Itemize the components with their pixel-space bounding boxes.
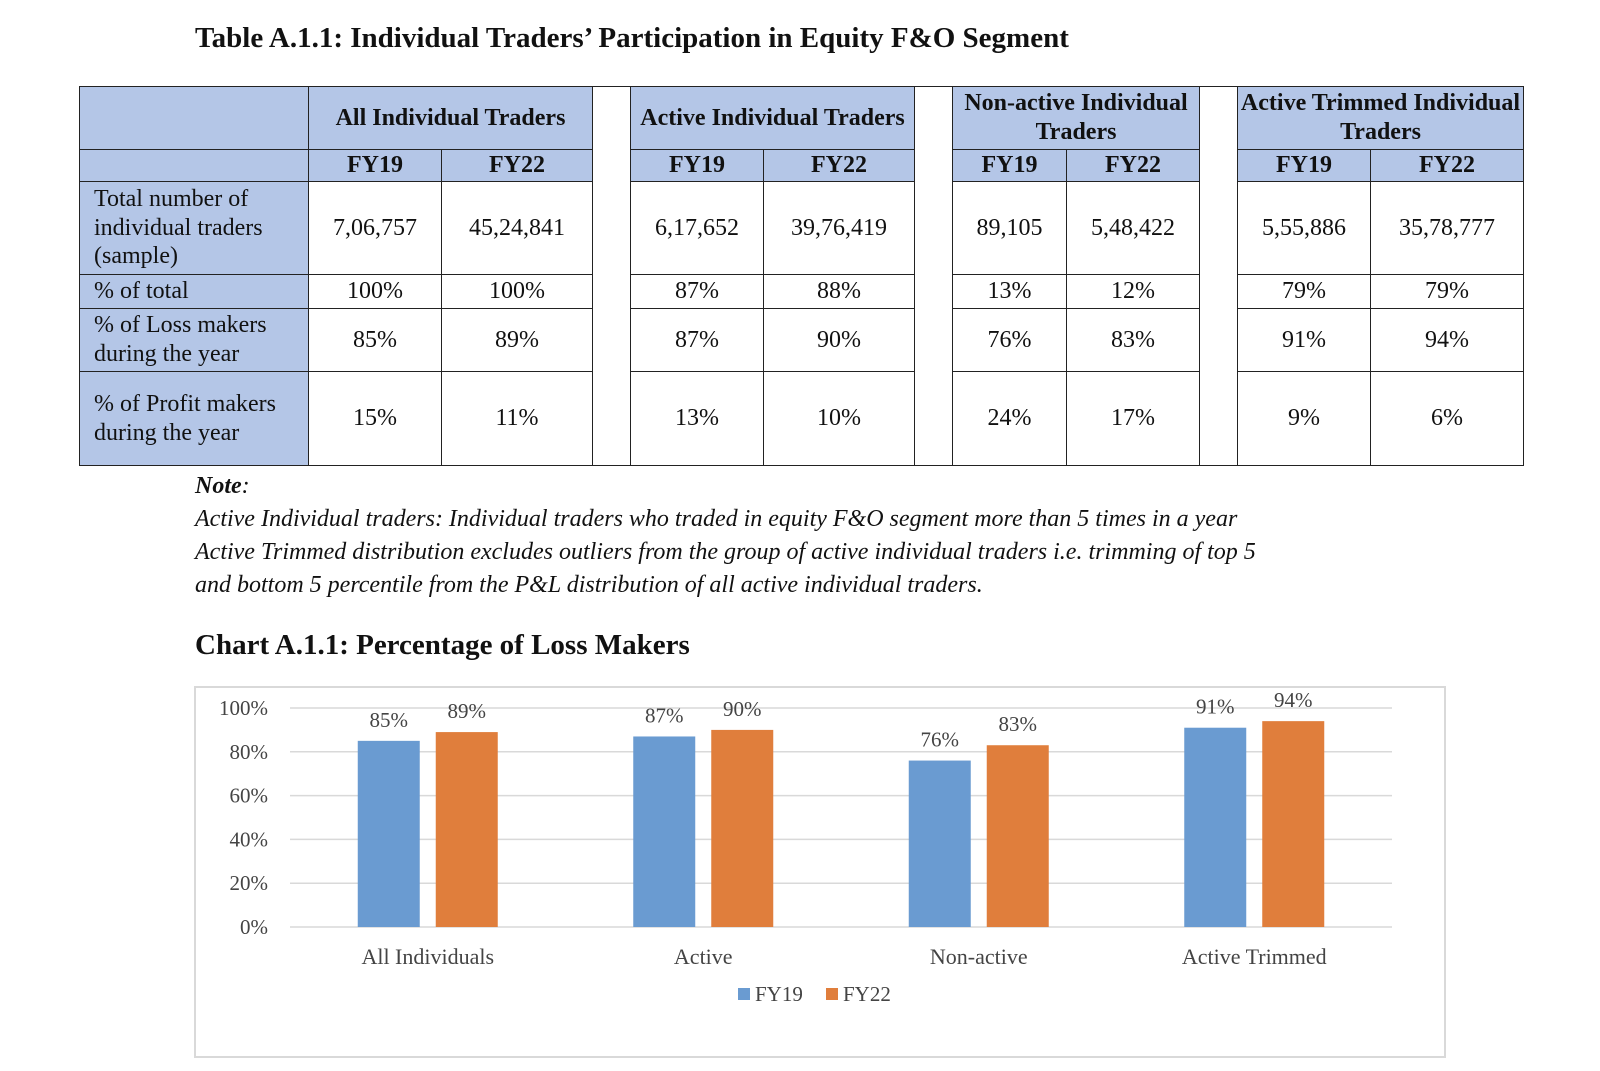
year-header: FY19 — [630, 149, 764, 182]
year-header: FY19 — [308, 149, 442, 182]
column-spacer — [1199, 86, 1238, 466]
x-tick-label: Non-active — [930, 944, 1028, 969]
table-cell: 11% — [441, 371, 593, 466]
bar-fy22 — [986, 745, 1049, 927]
y-tick-label: 40% — [230, 827, 269, 851]
note-title: Note — [195, 473, 242, 499]
table-cell: 100% — [441, 274, 593, 309]
data-label: 94% — [1274, 688, 1313, 712]
table-cell: 76% — [952, 308, 1067, 372]
table-cell: 5,48,422 — [1066, 181, 1200, 275]
x-tick-label: Active — [674, 944, 733, 969]
group-header: All Individual Traders — [308, 86, 593, 150]
table-row: % of Profit makers during the year 15% 1… — [79, 371, 1524, 466]
table-cell: 87% — [630, 274, 764, 309]
table-cell: 89% — [441, 308, 593, 372]
year-header: FY19 — [952, 149, 1067, 182]
column-spacer — [914, 86, 953, 466]
row-label: % of total — [79, 274, 309, 309]
y-tick-label: 60% — [230, 784, 269, 808]
table-cell: 7,06,757 — [308, 181, 442, 275]
table-row: % of Loss makers during the year 85% 89%… — [79, 308, 1524, 372]
loss-makers-chart: 0% 20% 40% 60% 80% 100% 85% 89% All Individuals 8… — [219, 688, 1392, 1006]
table-title: Table A.1.1: Individual Traders’ Partici… — [195, 22, 1069, 54]
bar-fy19 — [357, 740, 420, 927]
row-label: % of Profit makers during the year — [79, 371, 309, 466]
note-line: Active Individual traders: Individual tr… — [195, 506, 1238, 532]
chart-frame: 0% 20% 40% 60% 80% 100% 85% 89% All Individuals 8… — [194, 686, 1446, 1058]
y-tick-label: 80% — [230, 740, 269, 764]
data-label: 91% — [1196, 695, 1235, 719]
group-header: Non-active Individual Traders — [952, 86, 1200, 150]
legend-swatch — [738, 988, 750, 1000]
data-label: 85% — [370, 708, 409, 732]
bar-fy19 — [908, 760, 971, 927]
table-cell: 15% — [308, 371, 442, 466]
table-cell: 87% — [630, 308, 764, 372]
y-tick-label: 0% — [240, 915, 268, 939]
table-cell: 85% — [308, 308, 442, 372]
bar-fy19 — [633, 736, 696, 927]
table-cell: 88% — [763, 274, 915, 309]
table-cell: 91% — [1237, 308, 1371, 372]
table-cell: 94% — [1370, 308, 1524, 372]
traders-table: All Individual Traders Active Individual… — [79, 86, 1524, 466]
bar-fy22 — [1262, 721, 1325, 927]
x-tick-label: All Individuals — [361, 944, 494, 969]
data-label: 90% — [723, 697, 762, 721]
table-row: Total number of individual traders (samp… — [79, 181, 1524, 275]
note: Note: Active Individual traders: Individ… — [195, 470, 1256, 602]
table-cell: 13% — [630, 371, 764, 466]
legend-label: FY19 — [755, 982, 803, 1006]
corner-cell — [79, 86, 309, 150]
table-cell: 9% — [1237, 371, 1371, 466]
table-cell: 89,105 — [952, 181, 1067, 275]
table-cell: 24% — [952, 371, 1067, 466]
table-cell: 35,78,777 — [1370, 181, 1524, 275]
table-cell: 13% — [952, 274, 1067, 309]
table-cell: 83% — [1066, 308, 1200, 372]
year-header: FY19 — [1237, 149, 1371, 182]
table-cell: 17% — [1066, 371, 1200, 466]
table-cell: 6% — [1370, 371, 1524, 466]
legend-label: FY22 — [843, 982, 891, 1006]
table-cell: 100% — [308, 274, 442, 309]
year-header: FY22 — [1066, 149, 1200, 182]
column-spacer — [592, 86, 631, 466]
year-header: FY22 — [763, 149, 915, 182]
table-row: % of total 100% 100% 87% 88% 13% 12% 79%… — [79, 274, 1524, 309]
row-label: % of Loss makers during the year — [79, 308, 309, 372]
note-line: Active Trimmed distribution excludes out… — [195, 539, 1256, 565]
note-line: and bottom 5 percentile from the P&L dis… — [195, 572, 983, 598]
y-tick-label: 20% — [230, 871, 269, 895]
x-tick-label: Active Trimmed — [1182, 944, 1327, 969]
bar-fy22 — [711, 729, 774, 927]
year-header: FY22 — [441, 149, 593, 182]
table-cell: 79% — [1237, 274, 1371, 309]
table-cell: 12% — [1066, 274, 1200, 309]
bar-fy19 — [1184, 727, 1247, 927]
group-header: Active Individual Traders — [630, 86, 915, 150]
bar-fy22 — [435, 732, 498, 927]
group-header: Active Trimmed Individual Traders — [1237, 86, 1524, 150]
year-header: FY22 — [1370, 149, 1524, 182]
table-cell: 5,55,886 — [1237, 181, 1371, 275]
chart-title: Chart A.1.1: Percentage of Loss Makers — [195, 629, 690, 661]
table-cell: 79% — [1370, 274, 1524, 309]
data-label: 76% — [921, 728, 960, 752]
note-colon: : — [241, 473, 250, 499]
data-label: 83% — [999, 712, 1038, 736]
legend-swatch — [826, 988, 838, 1000]
table-cell: 90% — [763, 308, 915, 372]
data-label: 89% — [448, 699, 487, 723]
table-cell: 6,17,652 — [630, 181, 764, 275]
table-cell: 10% — [763, 371, 915, 466]
table-cell: 45,24,841 — [441, 181, 593, 275]
row-label: Total number of individual traders (samp… — [79, 181, 309, 275]
data-label: 87% — [645, 703, 684, 727]
table-cell: 39,76,419 — [763, 181, 915, 275]
corner-cell — [79, 149, 309, 182]
y-tick-label: 100% — [219, 696, 268, 720]
